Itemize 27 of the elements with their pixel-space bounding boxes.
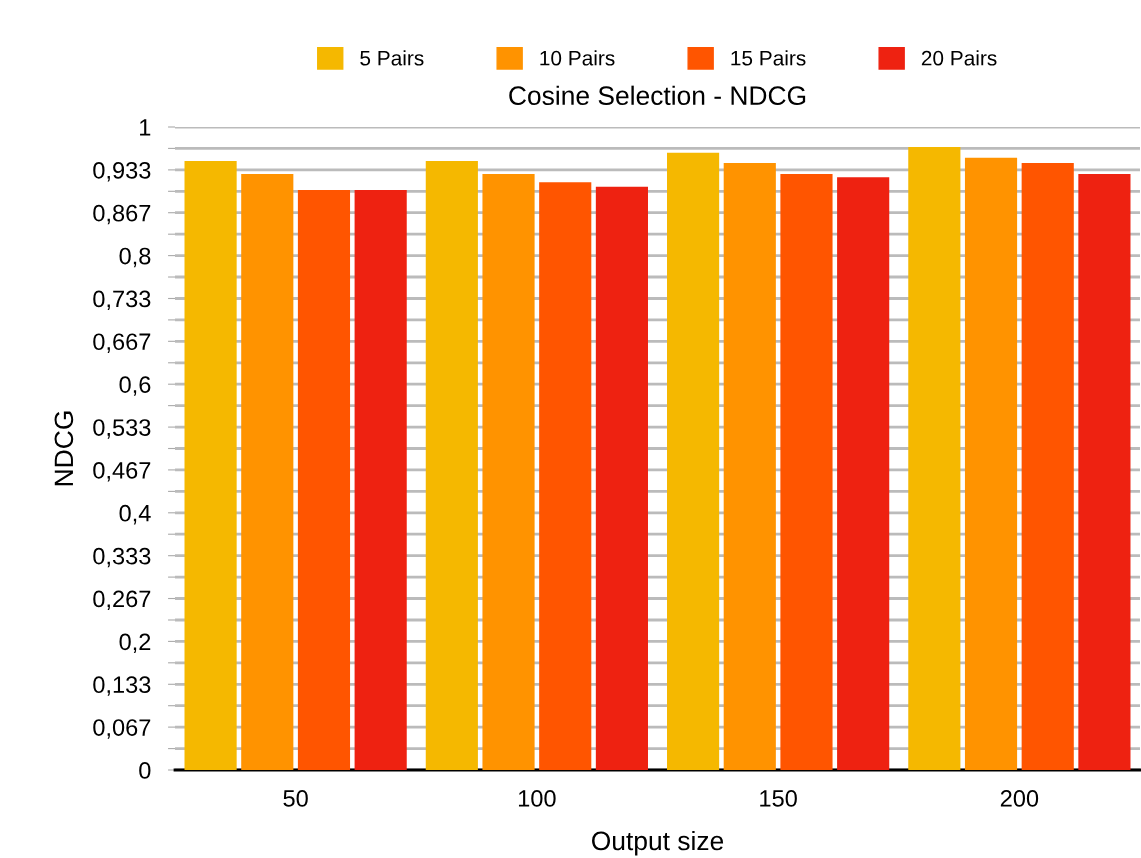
legend-label: 10 Pairs bbox=[540, 50, 615, 66]
y-tick-label: 0,4 bbox=[119, 504, 151, 525]
x-tick-label: 150 bbox=[760, 790, 797, 807]
x-axis-title: Output size bbox=[592, 830, 724, 856]
chart-title: Cosine Selection - NDCG bbox=[509, 85, 806, 106]
y-axis-title: NDCG bbox=[54, 411, 74, 486]
y-tick-label: 0,667 bbox=[93, 333, 151, 353]
legend-label: 20 Pairs bbox=[921, 50, 997, 66]
y-tick-label: 0,933 bbox=[93, 161, 151, 182]
legend-label: 5 Pairs bbox=[360, 50, 424, 66]
x-tick-label: 50 bbox=[283, 790, 308, 807]
y-tick-label: 0,333 bbox=[93, 547, 151, 568]
y-tick-label: 0,2 bbox=[119, 633, 151, 653]
y-tick-label: 0,6 bbox=[119, 376, 151, 396]
y-tick-label: 0,867 bbox=[93, 204, 151, 225]
y-tick-label: 0,733 bbox=[93, 290, 151, 311]
y-tick-label: 0,133 bbox=[93, 676, 151, 696]
y-tick-label: 0,467 bbox=[93, 461, 151, 482]
y-tick-label: 0,8 bbox=[119, 247, 151, 268]
y-tick-label: 0,533 bbox=[93, 419, 151, 439]
x-tick-label: 200 bbox=[1000, 790, 1039, 807]
y-tick-label: 0,067 bbox=[93, 719, 151, 739]
y-tick-label: 0 bbox=[139, 762, 151, 779]
y-tick-label: 0,267 bbox=[93, 590, 151, 611]
legend-label: 15 Pairs bbox=[731, 50, 806, 66]
y-tick-label: 1 bbox=[140, 119, 151, 136]
x-tick-label: 100 bbox=[518, 790, 556, 807]
